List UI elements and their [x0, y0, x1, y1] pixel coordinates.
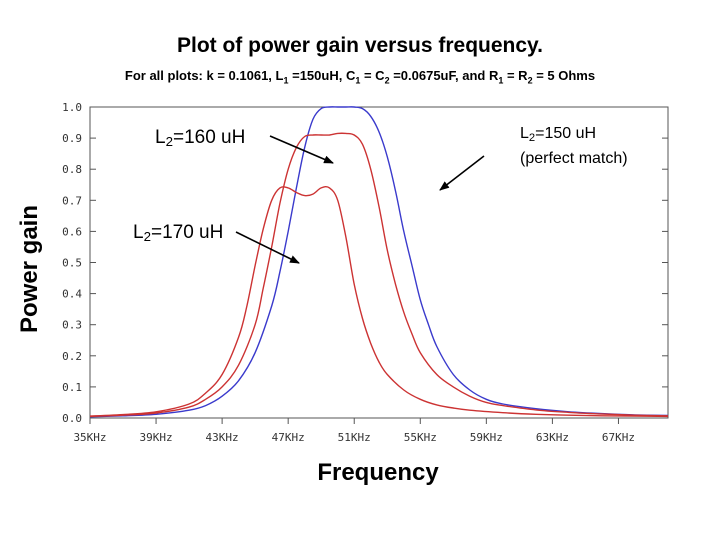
subtitle-subscript: 2 [384, 75, 390, 86]
x-tick-label: 39KHz [139, 431, 172, 444]
subtitle-subscript: 2 [527, 75, 533, 86]
annotation-label-4: (perfect match) [520, 150, 628, 167]
annotation-subscript: 2 [144, 229, 151, 244]
subtitle-text: =0.0675uF, and R [389, 68, 499, 83]
y-tick-label: 0.5 [62, 257, 82, 270]
x-tick-label: 35KHz [73, 431, 106, 444]
chart-subtitle: For all plots: k = 0.1061, L1 =150uH, C1… [0, 68, 720, 86]
x-tick-label: 43KHz [206, 431, 239, 444]
series-line-2 [89, 132, 669, 418]
x-tick-label: 51KHz [338, 431, 371, 444]
subtitle-text: = C [360, 68, 385, 83]
subtitle-subscript: 1 [498, 75, 504, 86]
annotation-text: =160 uH [173, 127, 245, 148]
annotation-arrow-3 [439, 155, 485, 191]
subtitle-subscript: 1 [355, 75, 361, 86]
annotation-subscript: 2 [529, 132, 535, 144]
y-tick-label: 0.8 [62, 163, 82, 176]
annotation-text: (perfect match) [520, 150, 628, 167]
y-tick-label: 0.7 [62, 194, 82, 207]
x-tick-label: 55KHz [404, 431, 437, 444]
x-tick-label: 47KHz [272, 431, 305, 444]
x-axis-label: Frequency [317, 459, 439, 486]
y-tick-label: 0.2 [62, 350, 82, 363]
x-tick-label: 67KHz [602, 431, 635, 444]
y-tick-label: 0.3 [62, 319, 82, 332]
annotation-arrow-2 [235, 231, 300, 264]
x-tick-label: 63KHz [536, 431, 569, 444]
y-tick-label: 0.6 [62, 225, 82, 238]
annotation-text: L [520, 125, 529, 142]
annotation-label-3: L2=150 uH [520, 125, 596, 144]
series-line-3 [89, 185, 669, 418]
y-tick-label: 0.1 [62, 381, 82, 394]
y-tick-label: 0.9 [62, 132, 82, 145]
x-tick-label: 59KHz [470, 431, 503, 444]
subtitle-text: For all plots: k = 0.1061, L [124, 68, 284, 83]
chart-title: Plot of power gain versus frequency. [176, 34, 544, 57]
series-line-1 [89, 106, 669, 418]
y-tick-label: 1.0 [62, 101, 82, 114]
annotation-text: L [133, 222, 144, 243]
y-tick-label: 0.0 [62, 412, 82, 425]
annotation-label-2: L2=170 uH [133, 222, 223, 244]
subtitle-subscript: 1 [283, 75, 289, 86]
annotation-text: L [155, 127, 166, 148]
annotation-text: =170 uH [151, 222, 223, 243]
subtitle-text: =150uH, C [288, 68, 356, 83]
annotation-subscript: 2 [166, 134, 173, 149]
y-tick-label: 0.4 [62, 288, 82, 301]
subtitle-text: = 5 Ohms [532, 68, 596, 83]
annotation-label-1: L2=160 uH [155, 127, 245, 149]
annotation-text: =150 uH [535, 125, 596, 142]
annotation-arrow-1 [269, 135, 334, 164]
subtitle-text: = R [503, 68, 528, 83]
